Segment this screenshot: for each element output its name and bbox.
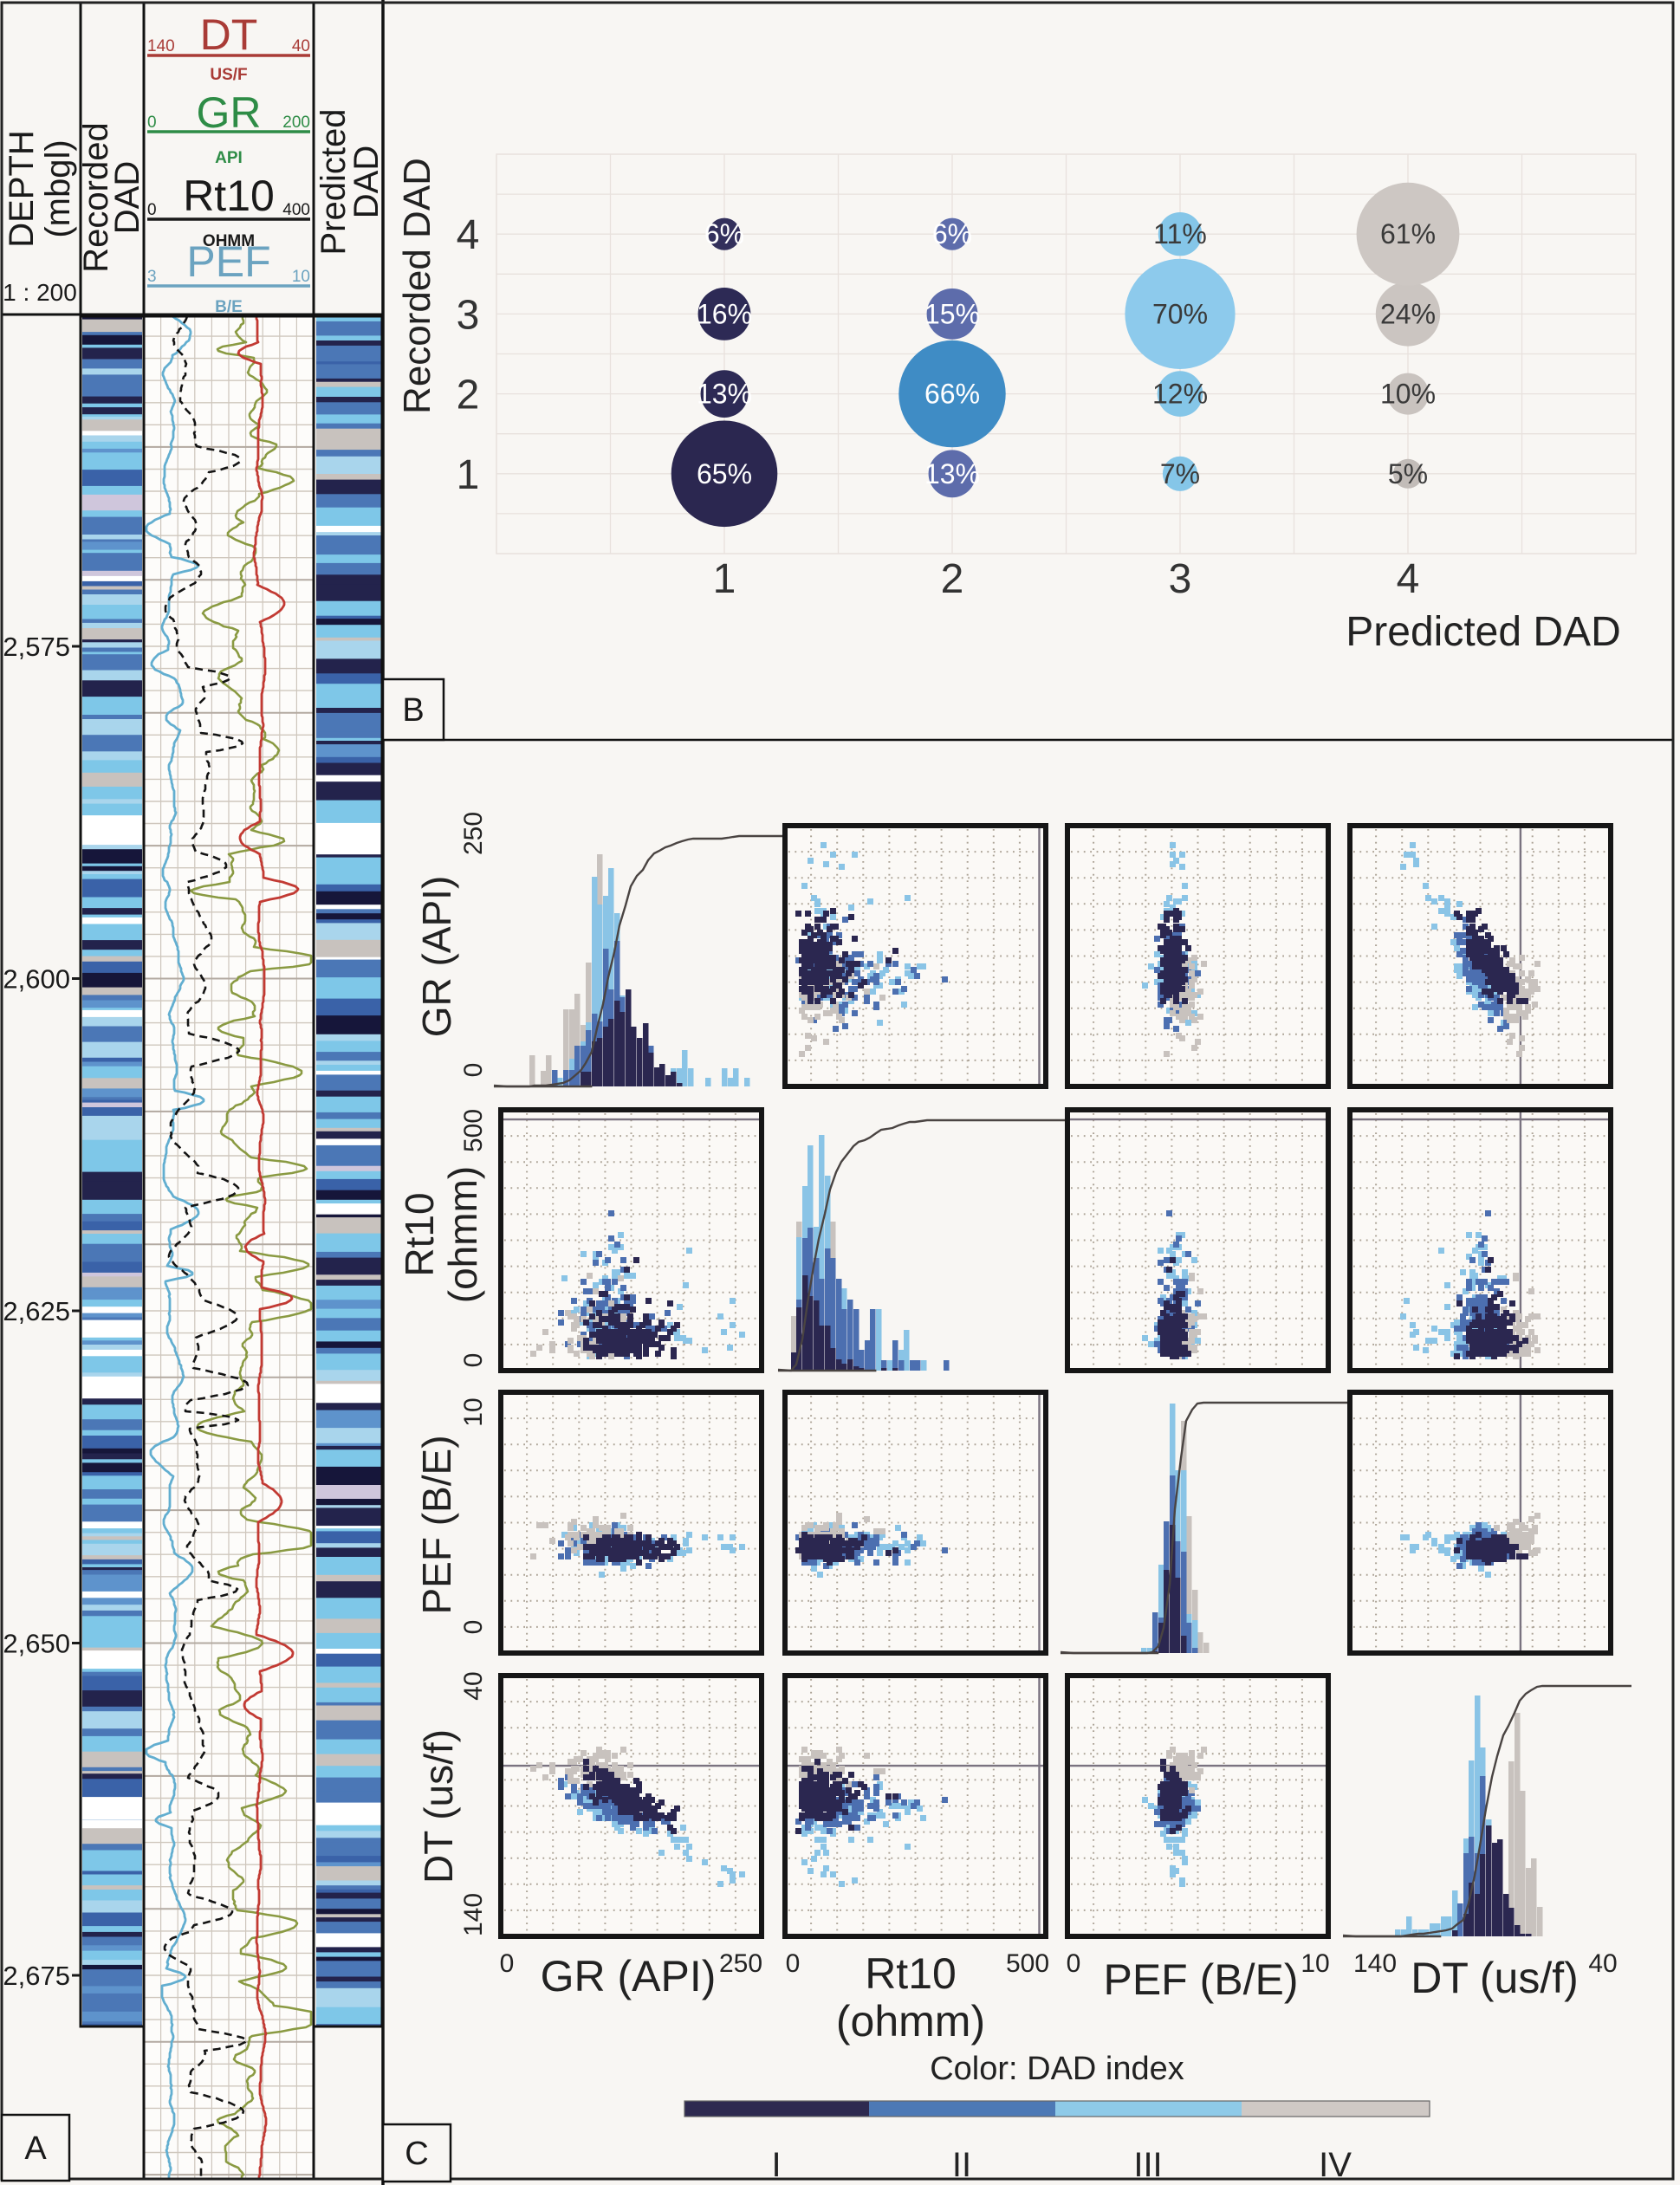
- svg-text:Rt10: Rt10: [397, 1192, 442, 1276]
- svg-text:GR (API): GR (API): [414, 876, 459, 1038]
- svg-text:13%: 13%: [697, 379, 752, 410]
- svg-text:0: 0: [786, 1949, 801, 1978]
- svg-text:0: 0: [147, 113, 157, 132]
- svg-text:DT: DT: [200, 10, 258, 59]
- svg-text:GR (API): GR (API): [541, 1952, 717, 2000]
- svg-text:3: 3: [457, 292, 480, 338]
- svg-text:10%: 10%: [1380, 379, 1436, 410]
- svg-text:B/E: B/E: [215, 298, 243, 316]
- svg-text:4: 4: [1397, 556, 1420, 602]
- svg-text:Rt10: Rt10: [183, 172, 275, 220]
- svg-text:11%: 11%: [1153, 218, 1207, 250]
- svg-text:500: 500: [459, 1109, 488, 1152]
- svg-text:PEF (B/E): PEF (B/E): [414, 1435, 459, 1614]
- svg-text:US/F: US/F: [210, 66, 247, 84]
- svg-text:II: II: [952, 2146, 971, 2184]
- svg-text:B: B: [402, 692, 424, 729]
- svg-text:7%: 7%: [1160, 458, 1200, 490]
- svg-text:10: 10: [1301, 1949, 1329, 1978]
- svg-text:40: 40: [292, 37, 310, 55]
- svg-text:Color: DAD index: Color: DAD index: [930, 2051, 1184, 2087]
- svg-text:2: 2: [457, 373, 480, 418]
- svg-text:250: 250: [719, 1949, 762, 1978]
- svg-text:6%: 6%: [932, 218, 972, 250]
- svg-text:400: 400: [282, 201, 310, 219]
- svg-text:Rt10: Rt10: [865, 1949, 957, 1998]
- svg-text:0: 0: [147, 201, 157, 219]
- svg-text:Predicted DAD: Predicted DAD: [1346, 609, 1620, 655]
- svg-text:10: 10: [292, 268, 310, 286]
- svg-text:500: 500: [1006, 1949, 1049, 1978]
- svg-text:API: API: [215, 149, 243, 167]
- svg-text:Recorded: Recorded: [77, 122, 115, 272]
- svg-text:16%: 16%: [697, 298, 752, 329]
- svg-text:24%: 24%: [1380, 298, 1436, 329]
- svg-text:2,625: 2,625: [3, 1296, 70, 1326]
- svg-text:12%: 12%: [1152, 379, 1208, 410]
- svg-text:4: 4: [457, 212, 480, 258]
- svg-text:200: 200: [282, 113, 310, 132]
- svg-text:DT (us/f): DT (us/f): [416, 1729, 461, 1884]
- svg-text:2: 2: [941, 556, 964, 602]
- svg-text:0: 0: [459, 1063, 488, 1078]
- svg-text:0: 0: [500, 1949, 515, 1978]
- svg-text:3: 3: [147, 268, 157, 286]
- svg-text:1: 1: [713, 556, 736, 602]
- svg-text:250: 250: [459, 812, 488, 855]
- svg-text:0: 0: [459, 1353, 488, 1368]
- svg-text:6%: 6%: [704, 218, 744, 250]
- svg-text:DEPTH: DEPTH: [3, 130, 41, 248]
- svg-text:Predicted: Predicted: [315, 109, 353, 256]
- svg-text:2,575: 2,575: [3, 632, 70, 662]
- svg-text:GR: GR: [197, 88, 262, 137]
- svg-text:140: 140: [459, 1893, 488, 1936]
- svg-text:III: III: [1133, 2146, 1162, 2184]
- svg-text:65%: 65%: [697, 458, 752, 490]
- svg-text:70%: 70%: [1152, 298, 1208, 329]
- svg-text:PEF (B/E): PEF (B/E): [1103, 1955, 1298, 2004]
- svg-text:1 : 200: 1 : 200: [3, 279, 77, 306]
- svg-text:(ohmm): (ohmm): [440, 1166, 485, 1303]
- svg-text:0: 0: [459, 1620, 488, 1635]
- svg-text:2,675: 2,675: [3, 1961, 70, 1991]
- svg-text:40: 40: [1588, 1949, 1617, 1978]
- svg-text:61%: 61%: [1380, 218, 1436, 250]
- svg-text:PEF: PEF: [186, 237, 270, 286]
- svg-text:(ohmm): (ohmm): [836, 1997, 985, 2046]
- svg-text:Recorded DAD: Recorded DAD: [396, 158, 438, 414]
- svg-text:C: C: [405, 2136, 428, 2172]
- svg-text:15%: 15%: [924, 298, 980, 329]
- svg-text:2,600: 2,600: [3, 964, 70, 995]
- svg-text:DT (us/f): DT (us/f): [1411, 1954, 1579, 2002]
- svg-text:66%: 66%: [924, 379, 980, 410]
- svg-text:10: 10: [459, 1397, 488, 1426]
- svg-text:13%: 13%: [924, 458, 980, 490]
- svg-text:IV: IV: [1319, 2146, 1352, 2184]
- svg-text:2,650: 2,650: [3, 1629, 70, 1659]
- svg-text:DAD: DAD: [108, 161, 146, 234]
- svg-text:DAD: DAD: [347, 146, 386, 218]
- svg-text:A: A: [24, 2130, 47, 2167]
- svg-text:OHMM: OHMM: [203, 232, 255, 250]
- svg-text:140: 140: [147, 37, 175, 55]
- svg-text:I: I: [771, 2146, 781, 2184]
- svg-text:0: 0: [1067, 1949, 1081, 1978]
- svg-text:40: 40: [459, 1671, 488, 1700]
- svg-text:(mbgl): (mbgl): [39, 139, 77, 237]
- svg-text:140: 140: [1353, 1949, 1397, 1978]
- svg-text:1: 1: [457, 452, 480, 498]
- svg-text:3: 3: [1169, 556, 1192, 602]
- svg-text:5%: 5%: [1388, 458, 1428, 490]
